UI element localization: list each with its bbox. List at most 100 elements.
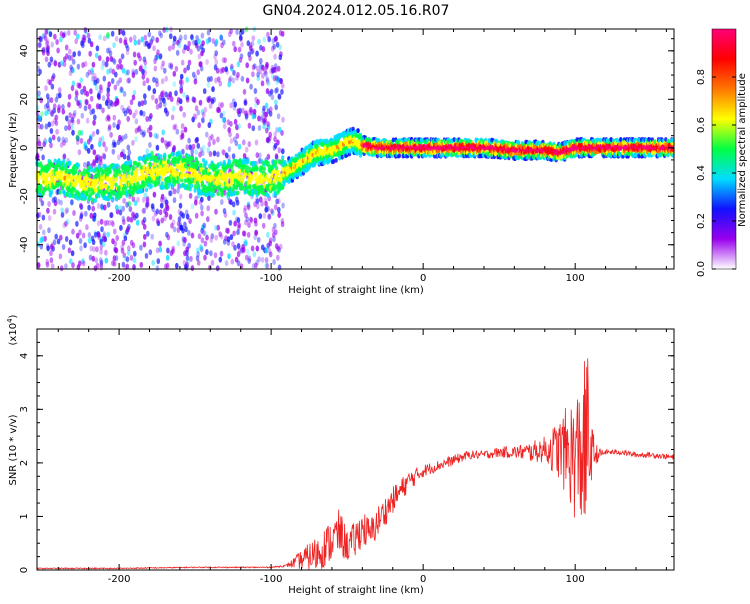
spectral-cell (151, 215, 156, 222)
spectral-cell (114, 247, 119, 254)
spectral-cell (268, 251, 273, 258)
spectral-cell (90, 67, 94, 74)
spectral-cell (185, 261, 189, 268)
spectral-cell (248, 166, 252, 172)
spectral-cell (88, 136, 93, 142)
spectral-cell (275, 165, 279, 171)
spectral-cell (44, 85, 48, 92)
spectral-cell (181, 212, 186, 219)
spectral-cell (122, 90, 127, 97)
spectral-cell (78, 102, 82, 109)
spectral-cell (62, 139, 66, 146)
spectral-cell (57, 107, 61, 114)
spectral-cell (167, 45, 172, 52)
spectral-cell (223, 186, 228, 191)
spectral-cell (113, 228, 117, 235)
spectral-cell (188, 173, 192, 179)
spectral-cell (183, 178, 187, 184)
spectral-cell (163, 164, 167, 170)
spectral-cell (52, 208, 57, 215)
spectral-cell (83, 161, 87, 168)
spectral-cell (165, 254, 170, 261)
spectral-cell (119, 224, 123, 231)
spectral-cell (211, 38, 216, 44)
spectral-cell (143, 34, 148, 41)
spectral-cell (273, 222, 277, 229)
spectral-cell (247, 258, 251, 264)
spectral-cell (127, 245, 131, 252)
spectral-cell (198, 61, 202, 68)
spectral-cell (82, 171, 86, 177)
spectral-cell (130, 170, 134, 176)
spectral-cell (244, 219, 248, 226)
spectral-cell (160, 78, 165, 85)
spectral-cell (213, 181, 217, 186)
spectral-cell (118, 205, 122, 211)
spectral-cell (169, 96, 174, 103)
spectral-cell (244, 240, 248, 247)
spectral-cell (47, 165, 51, 171)
spectral-cell (142, 80, 146, 87)
spectral-cell (150, 233, 154, 240)
spectral-cell (131, 242, 136, 249)
spectral-cell (68, 239, 73, 246)
spectral-cell (164, 263, 168, 270)
spectral-cell (117, 154, 121, 161)
spectral-cell (188, 218, 192, 224)
spectral-cell (266, 108, 271, 115)
spectral-cell (260, 256, 265, 263)
spectral-cell (39, 183, 43, 189)
spectral-cell (276, 171, 280, 177)
spectral-cell (274, 87, 278, 94)
spectral-cell (219, 161, 223, 167)
spectral-cell (241, 246, 246, 253)
spectral-cell (172, 124, 176, 131)
spectral-cell (64, 168, 68, 174)
spectral-cell (197, 53, 202, 60)
spectral-cell (152, 45, 156, 52)
spectral-cell (101, 95, 106, 102)
spectral-cell (131, 94, 136, 101)
spectral-cell (99, 155, 103, 162)
spectral-cell (279, 173, 284, 179)
spectral-cell (141, 196, 146, 203)
spectral-cell (44, 56, 49, 63)
spectral-cell (218, 231, 222, 238)
spectral-cell (151, 94, 155, 101)
spectral-cell (46, 245, 50, 252)
spectral-cell (154, 54, 158, 61)
spectral-cell (271, 226, 276, 233)
spectral-cell (262, 183, 266, 189)
spectral-cell (59, 169, 63, 175)
spectral-cell (262, 36, 267, 43)
spectral-cell (232, 69, 236, 76)
spectral-cell (70, 117, 75, 123)
spectral-cell (76, 82, 80, 89)
spectral-cell (229, 28, 233, 35)
spectral-cell (236, 260, 241, 267)
spectral-cell (265, 88, 270, 95)
spectral-cell (257, 256, 261, 263)
spectral-cell (240, 41, 244, 48)
spectral-cell (151, 259, 155, 266)
spectral-cell (248, 55, 252, 62)
spectral-cell (268, 131, 273, 138)
spectral-cell (214, 234, 218, 241)
spectral-cell (178, 154, 183, 160)
spectral-cell (64, 165, 68, 171)
spectral-cell (268, 240, 273, 247)
spectral-cell (202, 222, 206, 229)
spectral-cell (189, 255, 193, 262)
spectral-cell (257, 125, 262, 131)
spectral-cell (235, 199, 240, 206)
spectral-cell (164, 75, 168, 82)
spectral-cell (125, 107, 130, 114)
spectral-cell (91, 108, 96, 115)
spectral-cell (65, 192, 69, 198)
spectral-cell (162, 198, 167, 205)
spectral-cell (51, 134, 56, 141)
spectral-cell (97, 193, 101, 199)
spectral-cell (71, 228, 75, 235)
spectral-cell (157, 179, 161, 185)
spectral-cell (131, 211, 135, 218)
